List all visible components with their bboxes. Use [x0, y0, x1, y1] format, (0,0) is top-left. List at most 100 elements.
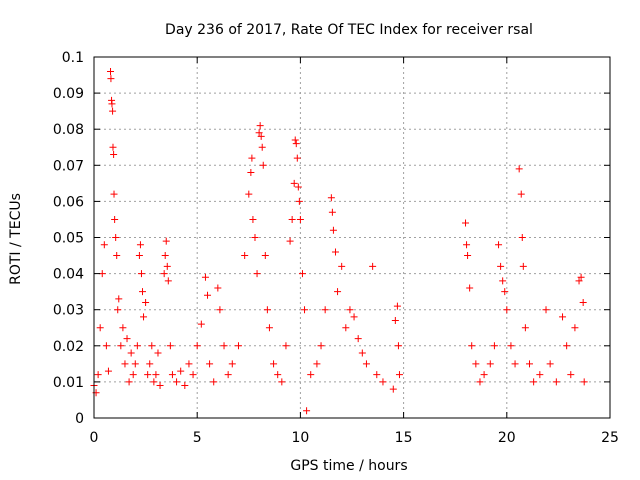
x-tick-label: 10 — [291, 430, 309, 446]
data-point — [108, 100, 116, 108]
data-point — [393, 302, 401, 310]
data-point — [110, 150, 118, 158]
data-point — [577, 273, 585, 281]
data-point — [253, 270, 261, 278]
data-point — [369, 262, 377, 270]
x-tick-label: 25 — [601, 430, 619, 446]
data-point — [391, 317, 399, 325]
data-point — [111, 215, 119, 223]
data-point — [307, 371, 315, 379]
data-point — [291, 136, 299, 144]
data-point — [251, 234, 259, 241]
x-axis-label: GPS time / hours — [290, 458, 407, 474]
data-point — [201, 273, 209, 281]
data-point — [476, 378, 484, 386]
data-point — [142, 298, 150, 306]
x-tick-label: 20 — [498, 430, 516, 446]
data-point — [395, 371, 403, 379]
data-point — [115, 295, 123, 303]
data-point — [379, 378, 387, 386]
data-point — [107, 67, 115, 75]
x-tick-label: 15 — [395, 430, 413, 446]
data-point — [317, 342, 325, 350]
data-point — [334, 288, 342, 296]
data-point — [144, 371, 152, 379]
data-point — [133, 342, 141, 350]
data-point — [503, 306, 511, 314]
x-tick-label: 5 — [193, 430, 202, 446]
data-point — [173, 378, 181, 386]
data-point — [110, 190, 118, 198]
data-point — [286, 237, 294, 245]
data-point — [546, 360, 554, 368]
data-point — [495, 241, 503, 249]
data-point — [104, 367, 112, 375]
data-point — [164, 277, 172, 285]
data-point — [542, 306, 550, 314]
data-point — [552, 378, 560, 386]
data-point — [519, 262, 527, 270]
data-point — [181, 382, 189, 390]
data-points-layer — [90, 67, 588, 415]
y-tick-label: 0.06 — [53, 194, 84, 210]
data-point — [156, 382, 164, 390]
data-point — [247, 169, 255, 177]
data-point — [499, 277, 507, 285]
data-point — [261, 252, 269, 260]
data-point — [154, 349, 162, 357]
data-point — [258, 143, 266, 151]
data-point — [327, 194, 335, 202]
data-point — [96, 324, 104, 332]
data-point — [256, 122, 264, 130]
data-point — [150, 378, 158, 386]
y-tick-label: 0.05 — [53, 231, 84, 247]
data-point — [278, 378, 286, 386]
chart-title: Day 236 of 2017, Rate Of TEC Index for r… — [165, 22, 533, 38]
data-point — [107, 75, 115, 83]
data-point — [515, 165, 523, 173]
data-point — [579, 298, 587, 306]
data-point — [354, 335, 362, 343]
data-point — [234, 342, 242, 350]
data-point — [109, 107, 117, 115]
data-point — [346, 306, 354, 314]
data-point — [163, 262, 171, 270]
y-tick-label: 0.03 — [53, 303, 84, 319]
data-point — [294, 183, 302, 191]
data-point — [490, 342, 498, 350]
data-point — [189, 371, 197, 379]
y-tick-label: 0.07 — [53, 158, 84, 174]
data-point — [295, 197, 303, 205]
data-point — [328, 208, 336, 216]
y-axis-label: ROTI / TECUs — [8, 193, 24, 285]
data-point — [197, 320, 205, 328]
y-tick-label: 0.09 — [53, 86, 84, 102]
data-point — [257, 132, 265, 140]
data-point — [497, 262, 505, 270]
data-point — [301, 306, 309, 314]
data-point — [563, 342, 571, 350]
data-point — [259, 161, 267, 169]
data-point — [530, 378, 538, 386]
data-point — [204, 291, 212, 299]
y-tick-label: 0.01 — [53, 375, 84, 391]
data-point — [464, 252, 472, 260]
data-point — [109, 143, 117, 151]
data-point — [94, 371, 102, 379]
data-point — [580, 378, 588, 386]
data-point — [571, 324, 579, 332]
data-point — [559, 313, 567, 321]
data-point — [480, 371, 488, 379]
data-point — [288, 215, 296, 223]
data-point — [342, 324, 350, 332]
data-point — [166, 342, 174, 350]
ticks-layer: 0 5 10 15 20 25 0 0.01 0.02 0.03 0.04 0.05 0.06 0.07 0… — [53, 50, 619, 446]
data-point — [567, 371, 575, 379]
data-point — [177, 367, 185, 375]
data-point — [113, 252, 121, 260]
data-point — [161, 252, 169, 260]
data-point — [358, 349, 366, 357]
data-point — [338, 262, 346, 270]
data-point — [255, 129, 263, 137]
